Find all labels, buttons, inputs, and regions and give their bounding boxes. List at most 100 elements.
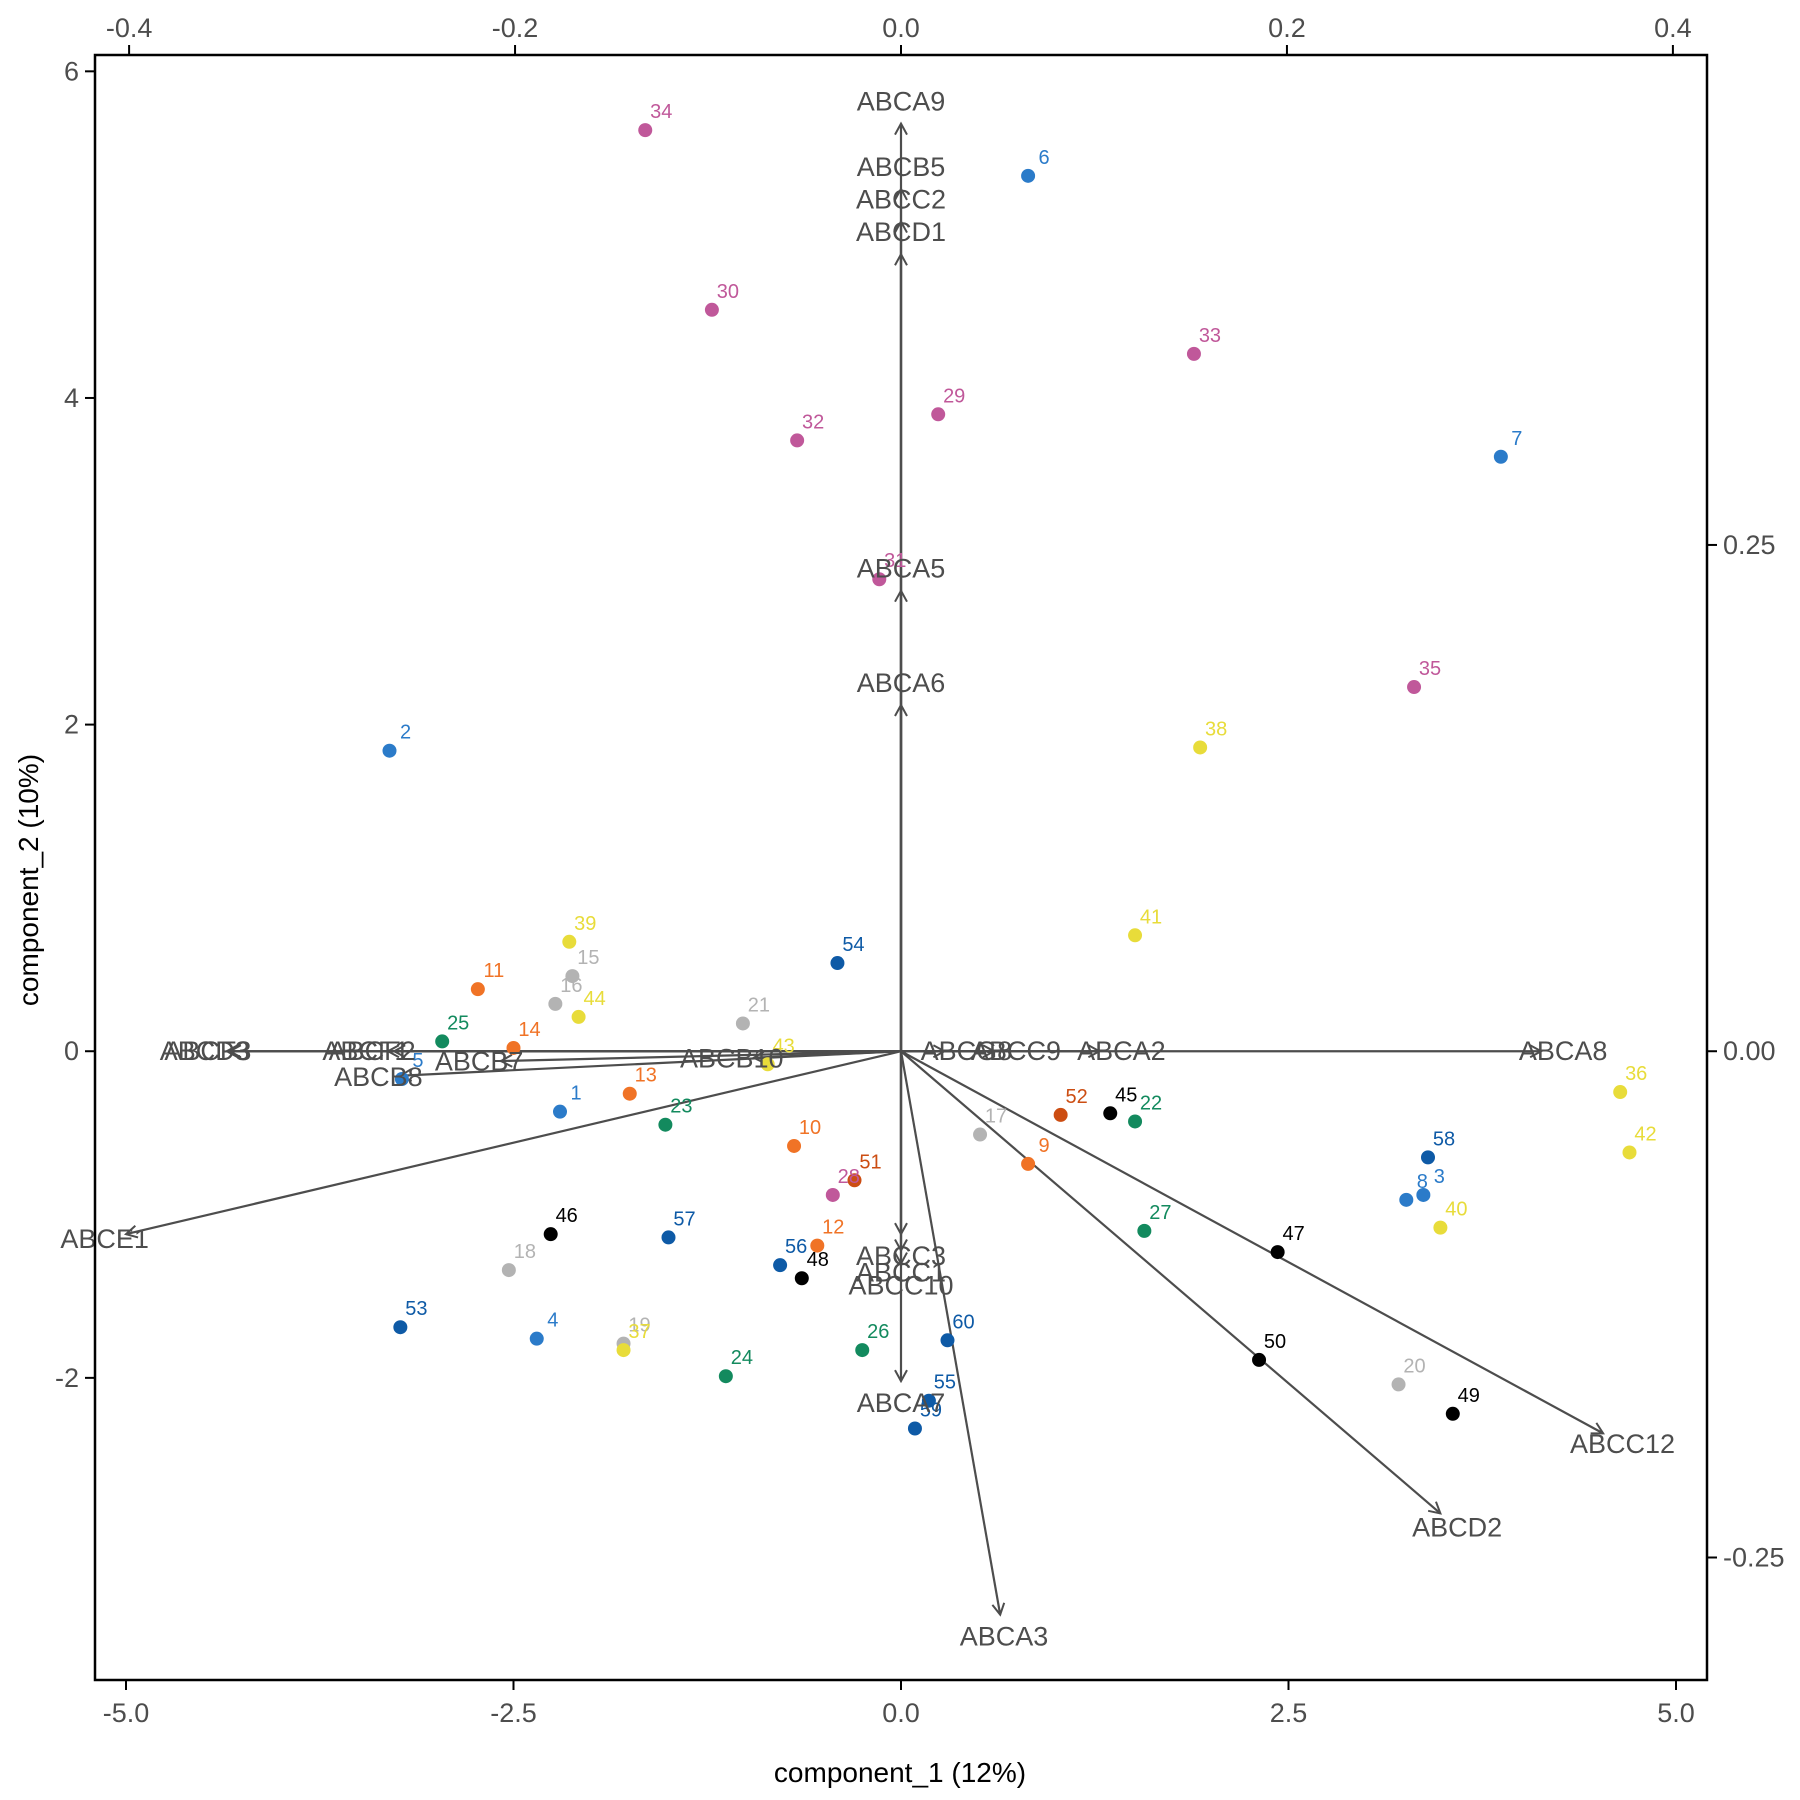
vector-label: ABCA5: [857, 554, 946, 584]
sample-point-label: 47: [1283, 1223, 1305, 1245]
sample-point: [931, 407, 946, 422]
sample-point: [658, 1117, 673, 1132]
sample-point-label: 20: [1403, 1355, 1425, 1377]
vector-label: ABCC2: [856, 185, 946, 215]
sample-point: [548, 996, 563, 1011]
vector-label: ABCB8: [334, 1062, 423, 1092]
sample-point-label: 50: [1264, 1331, 1286, 1353]
right-tick-label: 0.00: [1723, 1036, 1776, 1066]
sample-point-label: 37: [628, 1321, 650, 1343]
sample-point: [661, 1230, 676, 1245]
vector-label: ABCD3: [160, 1036, 250, 1066]
sample-point: [1613, 1085, 1628, 1100]
sample-point-label: 25: [447, 1012, 469, 1034]
sample-point-label: 60: [952, 1311, 974, 1333]
top-tick-label: 0.2: [1268, 13, 1306, 43]
sample-point: [872, 572, 887, 587]
sample-point: [1416, 1187, 1431, 1202]
sample-point: [1445, 1406, 1460, 1421]
sample-point: [1622, 1145, 1637, 1160]
vector-label: ABCA8: [1519, 1036, 1608, 1066]
sample-point: [506, 1040, 521, 1055]
sample-point: [855, 1343, 870, 1358]
sample-point: [1399, 1192, 1414, 1207]
sample-point-label: 9: [1039, 1135, 1050, 1157]
sample-point-label: 32: [802, 411, 824, 433]
vector-label: ABCC12: [1570, 1429, 1675, 1459]
x-tick-label: -2.5: [490, 1698, 537, 1728]
sample-point: [760, 1057, 775, 1072]
vector-label: ABCB10: [680, 1044, 784, 1074]
sample-point: [790, 433, 805, 448]
sample-point: [1128, 1114, 1143, 1129]
top-tick-label: -0.4: [106, 13, 153, 43]
sample-point: [907, 1421, 922, 1436]
vector-label: ABCB7: [435, 1047, 524, 1077]
vector-arrow-ABCD2: [900, 1050, 1440, 1513]
y-tick-label: 4: [64, 383, 79, 413]
sample-point: [393, 1320, 408, 1335]
sample-point-label: 52: [1066, 1086, 1088, 1108]
vector-arrow-ABCE1: [126, 1050, 902, 1234]
sample-point-label: 23: [670, 1096, 692, 1118]
sample-point-label: 53: [405, 1298, 427, 1320]
sample-point-label: 18: [514, 1241, 536, 1263]
vector-label: ABCE1: [60, 1224, 149, 1254]
sample-point-label: 36: [1625, 1063, 1647, 1085]
y-tick-label: 0: [64, 1036, 79, 1066]
sample-point: [718, 1369, 733, 1384]
sample-point: [940, 1333, 955, 1348]
sample-point: [435, 1034, 450, 1049]
sample-point-label: 27: [1149, 1202, 1171, 1224]
sample-point: [825, 1187, 840, 1202]
sample-point: [1103, 1106, 1118, 1121]
sample-point: [1186, 346, 1201, 361]
sample-point: [394, 1071, 409, 1086]
vector-arrow-ABCB10: [754, 1050, 902, 1058]
sample-point: [529, 1331, 544, 1346]
sample-point: [470, 982, 485, 997]
sample-point-label: 5: [412, 1050, 423, 1072]
sample-point: [704, 302, 719, 317]
sample-point-label: 6: [1039, 147, 1050, 169]
vector-label: ABCA3: [960, 1621, 1049, 1651]
sample-point: [1407, 680, 1422, 695]
sample-point-label: 21: [748, 994, 770, 1016]
sample-point: [638, 123, 653, 138]
sample-point: [565, 969, 580, 984]
sample-point: [571, 1009, 586, 1024]
sample-point: [622, 1086, 637, 1101]
sample-point-label: 33: [1199, 325, 1221, 347]
sample-point-labels: 1234567891011121314151617181920212223242…: [400, 101, 1657, 1421]
sample-point-label: 39: [574, 913, 596, 935]
sample-point-label: 14: [518, 1019, 540, 1041]
sample-point-label: 8: [1417, 1171, 1428, 1193]
sample-point: [1021, 1156, 1036, 1171]
vector-label: ABCC1: [856, 1257, 946, 1287]
vector-label: ABCF3: [164, 1036, 251, 1066]
y-tick-label: 2: [64, 710, 79, 740]
sample-point-label: 34: [650, 101, 672, 123]
sample-point: [810, 1238, 825, 1253]
sample-point-label: 4: [547, 1310, 558, 1332]
vector-label: ABCC9: [971, 1036, 1061, 1066]
y-tick-label: 6: [64, 56, 79, 86]
sample-point-label: 43: [773, 1035, 795, 1057]
vector-label: ABCF2: [329, 1036, 416, 1066]
vector-arrow-ABCB7: [501, 1050, 902, 1061]
sample-point: [973, 1127, 988, 1142]
sample-point-label: 54: [842, 934, 864, 956]
sample-point-label: 49: [1458, 1385, 1480, 1407]
sample-point: [1421, 1150, 1435, 1165]
sample-point-label: 42: [1634, 1123, 1656, 1145]
vector-label: ABCD2: [1412, 1513, 1502, 1543]
y-axis-title: component_2 (10%): [13, 754, 44, 1006]
sample-point: [773, 1258, 788, 1273]
sample-point-label: 44: [583, 988, 605, 1010]
sample-point: [501, 1263, 516, 1278]
vector-arrow-ABCA3: [899, 1051, 1000, 1614]
sample-point: [543, 1227, 558, 1242]
sample-point: [830, 956, 845, 971]
sample-point-label: 56: [785, 1236, 807, 1258]
